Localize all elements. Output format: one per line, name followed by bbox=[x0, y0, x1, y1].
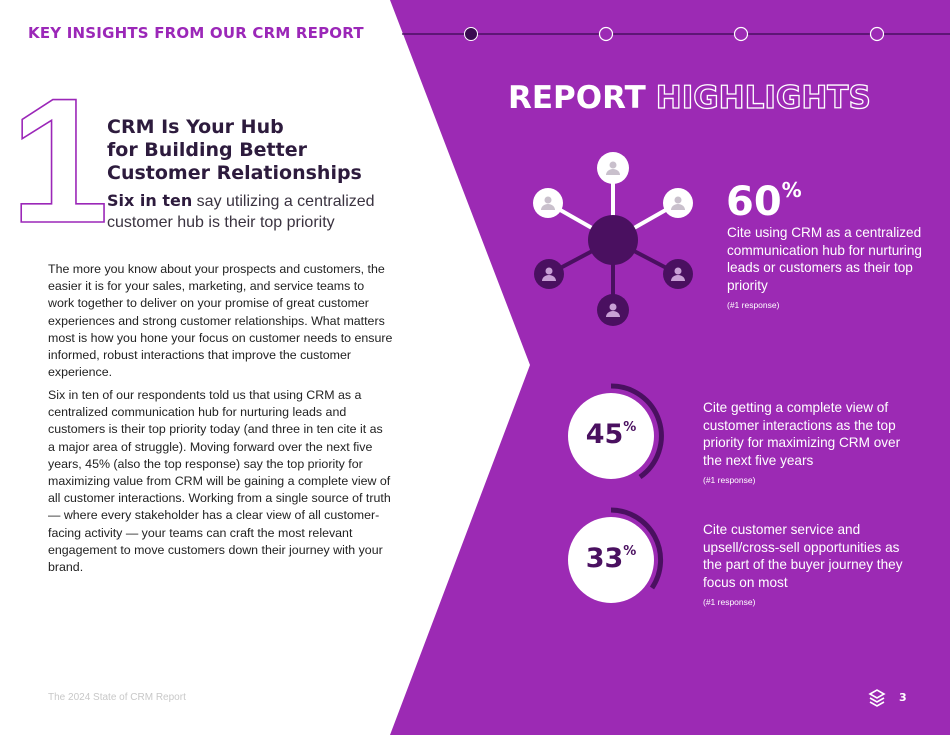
hub-diagram bbox=[533, 152, 693, 326]
footer-report-name: The 2024 State of CRM Report bbox=[48, 692, 186, 703]
stat-block: Cite customer service and upsell/cross-s… bbox=[703, 521, 908, 612]
subheading-bold: Six in ten bbox=[107, 191, 193, 210]
title-solid: REPORT bbox=[508, 80, 646, 116]
nav-dot[interactable] bbox=[733, 26, 749, 42]
heading-line: CRM Is Your Hub bbox=[107, 116, 284, 138]
stat-note: (#1 response) bbox=[703, 597, 756, 607]
ring-45 bbox=[568, 383, 664, 480]
section-heading: CRM Is Your Hub for Building Better Cust… bbox=[107, 116, 362, 185]
stat-unit: % bbox=[781, 178, 802, 202]
nav-dot[interactable] bbox=[869, 26, 885, 42]
stat-text: Cite customer service and upsell/cross-s… bbox=[703, 522, 903, 590]
subheading: Six in ten say utilizing a centralized c… bbox=[107, 190, 397, 233]
heading-line: for Building Better bbox=[107, 139, 307, 161]
stat-value: 60% bbox=[726, 178, 802, 225]
stat-number: 33 bbox=[585, 543, 624, 574]
page-number: 3 bbox=[899, 691, 907, 704]
section-number: 1 bbox=[10, 61, 109, 260]
paragraph: Six in ten of our respondents told us th… bbox=[48, 388, 391, 575]
nav-dot[interactable] bbox=[598, 26, 614, 42]
stat-text: Cite using CRM as a centralized communic… bbox=[727, 225, 922, 293]
highlights-title: REPORT HIGHLIGHTS bbox=[508, 80, 871, 116]
nav-dot-active[interactable] bbox=[464, 27, 478, 41]
stat-text: Cite getting a complete view of customer… bbox=[703, 400, 901, 468]
stat-note: (#1 response) bbox=[727, 300, 780, 310]
stat-block: Cite using CRM as a centralized communic… bbox=[727, 224, 932, 315]
header-title: KEY INSIGHTS FROM OUR CRM REPORT bbox=[28, 24, 364, 42]
paragraph: The more you know about your prospects a… bbox=[48, 262, 393, 380]
stat-value: 45% bbox=[567, 419, 655, 450]
stat-number: 60 bbox=[726, 179, 782, 225]
purple-panel bbox=[390, 0, 950, 735]
subheading-rest: say utilizing a centralized customer hub… bbox=[107, 193, 375, 231]
stat-note: (#1 response) bbox=[703, 475, 756, 485]
title-outline: HIGHLIGHTS bbox=[656, 80, 871, 116]
heading-line: Customer Relationships bbox=[107, 162, 362, 184]
stat-value: 33% bbox=[567, 543, 655, 574]
ring-33 bbox=[568, 507, 664, 603]
logo-icon bbox=[868, 689, 886, 707]
stat-number: 45 bbox=[585, 419, 624, 450]
stat-unit: % bbox=[623, 420, 637, 435]
stat-unit: % bbox=[623, 544, 637, 559]
stat-block: Cite getting a complete view of customer… bbox=[703, 399, 908, 490]
